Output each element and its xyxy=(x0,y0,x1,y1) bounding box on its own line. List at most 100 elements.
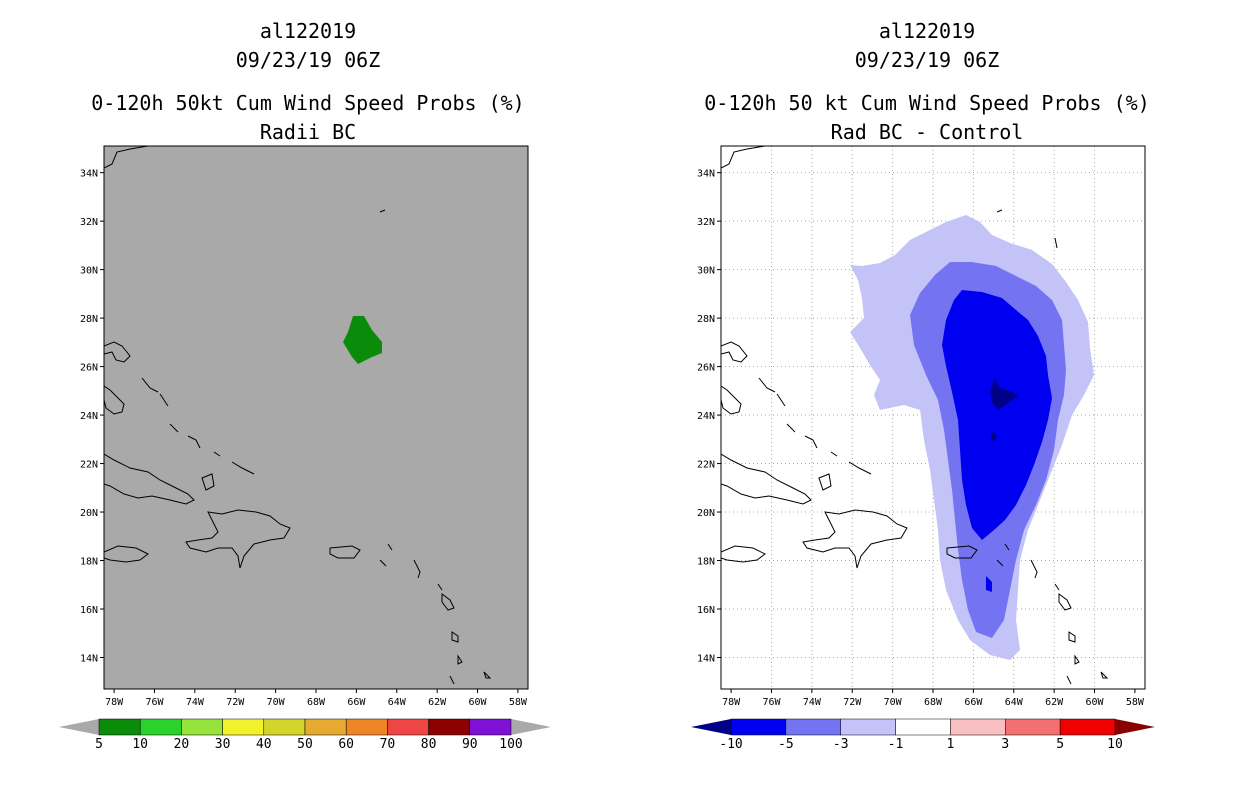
right-x-tick-label: 78W xyxy=(722,697,741,708)
right-x-tick-label: 64W xyxy=(1005,697,1024,708)
left-colorbar-label: 20 xyxy=(174,737,190,752)
right-x-tick-label: 70W xyxy=(884,697,903,708)
right-y-tick-label: 26N xyxy=(697,363,715,374)
right-title-storm-id: al122019 xyxy=(879,19,975,43)
left-x-tick-label: 76W xyxy=(145,697,164,708)
left-y-tick-label: 30N xyxy=(80,266,98,277)
right-y-tick-label: 22N xyxy=(697,460,715,471)
left-title-product: 0-120h 50kt Cum Wind Speed Probs (%) xyxy=(91,91,524,115)
right-y-tick-label: 34N xyxy=(697,169,715,180)
left-colorbar-swatch xyxy=(304,718,347,736)
right-colorbar-swatch xyxy=(730,718,787,736)
right-title-product: 0-120h 50 kt Cum Wind Speed Probs (%) xyxy=(704,91,1150,115)
left-colorbar-swatch xyxy=(263,718,306,736)
left-x-tick-label: 62W xyxy=(428,697,447,708)
left-x-tick-label: 70W xyxy=(267,697,286,708)
left-x-tick-label: 72W xyxy=(226,697,245,708)
left-y-tick-label: 26N xyxy=(80,363,98,374)
left-colorbar-swatch xyxy=(345,718,388,736)
right-x-tick-label: 68W xyxy=(924,697,943,708)
right-title-subtitle: Rad BC - Control xyxy=(831,120,1024,144)
right-colorbar-label: 5 xyxy=(1056,737,1064,752)
right-colorbar-label: -5 xyxy=(778,737,794,752)
right-x-tick-label: 72W xyxy=(843,697,862,708)
right-colorbar-swatch xyxy=(785,718,841,736)
right-y-tick-label: 28N xyxy=(697,314,715,325)
right-colorbar-label: 3 xyxy=(1001,737,1009,752)
right-y-tick-label: 24N xyxy=(697,411,715,422)
left-prob-5-10-region xyxy=(343,316,382,364)
right-diff-below-minus10-small-region xyxy=(991,432,996,441)
right-colorbar-high-end xyxy=(1115,719,1155,735)
left-x-tick-label: 60W xyxy=(468,697,487,708)
left-y-tick-label: 16N xyxy=(80,605,98,616)
left-y-tick-label: 18N xyxy=(80,557,98,568)
left-colorbar-swatch xyxy=(98,718,141,736)
left-colorbar-high-end xyxy=(511,719,551,735)
left-x-tick-label: 74W xyxy=(186,697,205,708)
left-y-tick-label: 20N xyxy=(80,508,98,519)
left-coastlines xyxy=(104,146,492,685)
right-title-datetime: 09/23/19 06Z xyxy=(855,48,1000,72)
right-colorbar-label: -10 xyxy=(719,737,742,752)
right-colorbar: -10 -5 -3 -1 1 3 5 10 xyxy=(691,718,1155,752)
left-colorbar-label: 60 xyxy=(338,737,354,752)
right-y-tick-label: 14N xyxy=(697,653,715,664)
left-colorbar-label: 80 xyxy=(421,737,437,752)
right-diff-minus5-to-minus10-region xyxy=(942,290,1052,540)
right-y-tick-label: 16N xyxy=(697,605,715,616)
right-axes: 78W 76W 74W 72W 70W 68W 66W 64W 62W 60W 58W 34N 32N 3… xyxy=(697,169,1145,708)
right-y-tick-label: 30N xyxy=(697,266,715,277)
left-colorbar-label: 10 xyxy=(132,737,148,752)
left-colorbar-swatch xyxy=(387,718,429,736)
left-colorbar-label: 50 xyxy=(297,737,313,752)
left-y-tick-label: 34N xyxy=(80,169,98,180)
right-colorbar-swatch xyxy=(840,718,896,736)
left-title-storm-id: al122019 xyxy=(260,19,356,43)
right-colorbar-swatch xyxy=(895,718,951,736)
left-colorbar-label: 90 xyxy=(462,737,478,752)
right-y-tick-label: 32N xyxy=(697,217,715,228)
left-y-tick-label: 24N xyxy=(80,411,98,422)
left-axes: 78W 76W 74W 72W 70W 68W 66W 64W 62W 60W 58W 34N 32N 3… xyxy=(80,169,528,708)
left-x-tick-label: 64W xyxy=(388,697,407,708)
left-colorbar-swatch xyxy=(139,718,182,736)
right-diff-minus5-to-minus10-small-region xyxy=(986,576,992,592)
right-colorbar-low-end xyxy=(691,719,731,735)
left-panel: al122019 09/23/19 06Z 0-120h 50kt Cum Wi… xyxy=(80,19,529,708)
right-y-tick-label: 18N xyxy=(697,557,715,568)
left-colorbar-label: 100 xyxy=(499,737,522,752)
left-colorbar-swatch xyxy=(222,718,265,736)
left-x-tick-label: 66W xyxy=(347,697,366,708)
right-colorbar-swatch xyxy=(1005,718,1061,736)
right-x-tick-label: 58W xyxy=(1126,697,1145,708)
left-colorbar-low-end xyxy=(59,719,99,735)
right-colorbar-swatch xyxy=(1059,718,1116,736)
right-colorbar-label: 10 xyxy=(1107,737,1123,752)
left-colorbar-swatch xyxy=(181,718,223,736)
left-colorbar-label: 30 xyxy=(215,737,231,752)
left-colorbar-swatch xyxy=(469,718,512,736)
right-diff-below-minus10-region xyxy=(990,378,1018,410)
left-colorbar-label: 5 xyxy=(95,737,103,752)
left-x-tick-label: 58W xyxy=(509,697,528,708)
right-x-tick-label: 66W xyxy=(964,697,983,708)
left-colorbar: 5 10 20 30 40 50 60 70 80 90 100 xyxy=(59,718,551,752)
left-colorbar-label: 40 xyxy=(256,737,272,752)
left-x-tick-label: 68W xyxy=(307,697,326,708)
left-colorbar-swatch xyxy=(428,718,471,736)
left-colorbar-label: 70 xyxy=(380,737,396,752)
left-y-tick-label: 22N xyxy=(80,460,98,471)
right-colorbar-label: 1 xyxy=(947,737,955,752)
left-title-datetime: 09/23/19 06Z xyxy=(236,48,381,72)
right-colorbar-label: -3 xyxy=(833,737,849,752)
left-y-tick-label: 28N xyxy=(80,314,98,325)
left-y-tick-label: 32N xyxy=(80,217,98,228)
right-x-tick-label: 74W xyxy=(803,697,822,708)
right-colorbar-swatch xyxy=(950,718,1006,736)
right-coastlines xyxy=(721,146,1109,685)
right-x-tick-label: 60W xyxy=(1085,697,1104,708)
left-y-tick-label: 14N xyxy=(80,653,98,664)
left-x-tick-label: 78W xyxy=(105,697,124,708)
right-colorbar-label: -1 xyxy=(888,737,904,752)
